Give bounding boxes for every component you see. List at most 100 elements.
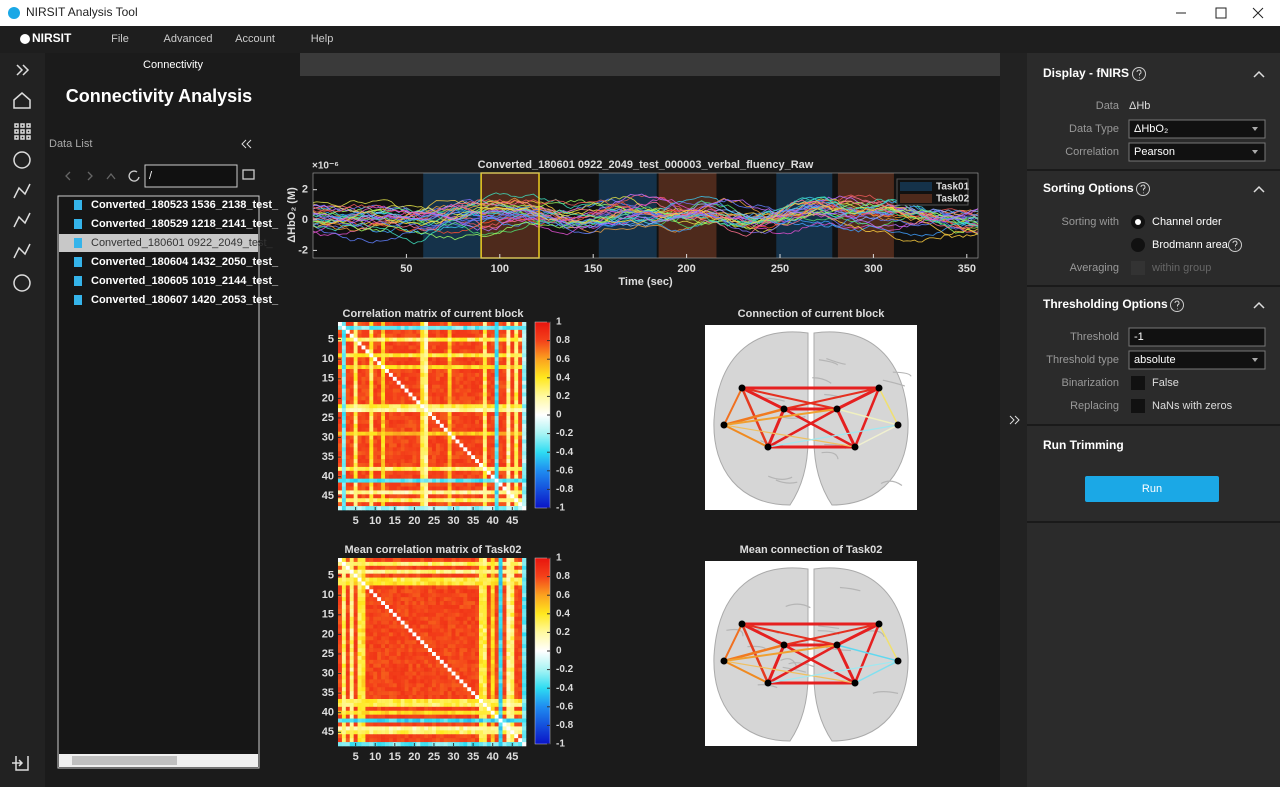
matrix-cell [510,640,515,645]
folder-button[interactable] [242,169,255,180]
file-name[interactable]: Converted_180523 1536_2138_test_ [91,199,279,211]
matrix-cell [361,663,366,668]
matrix-cell [373,400,378,405]
matrix-cell [377,659,382,665]
help-icon[interactable] [1170,298,1184,312]
matrix-cell [381,400,386,405]
matrix-cell [357,659,362,665]
matrix-cell [502,361,507,366]
matrix-cell [435,620,441,625]
input[interactable] [1128,327,1266,347]
matrix-cell [494,325,499,331]
matrix-cell [494,640,499,645]
matrix-cell [424,702,429,708]
matrix-cell [447,325,452,331]
matrix-cell [424,384,429,389]
matrix-cell [435,585,441,590]
radio[interactable] [1131,238,1145,252]
matrix-cell [373,380,378,385]
matrix-cell [361,699,366,704]
matrix-cell [455,412,460,417]
home-icon[interactable] [13,92,31,109]
matrix-cell [439,412,445,417]
close[interactable] [1252,7,1264,19]
matrix-cell [349,419,354,425]
file-name[interactable]: Converted_180601 0922_2049_test_ [91,237,274,249]
expand-right[interactable] [1009,415,1020,425]
matrix-cell [420,561,425,567]
help-icon[interactable] [1132,67,1146,81]
grid-icon[interactable] [14,123,31,140]
matrix-cell [447,648,452,653]
matrix-cell [357,734,362,739]
help-icon[interactable] [1228,238,1242,252]
matrix-cell [522,380,527,385]
dropdown[interactable] [1128,119,1266,139]
matrix-cell [479,652,484,657]
tab-label[interactable]: Connectivity [143,59,203,71]
connectivity-icon[interactable] [13,212,31,228]
matrix-cell [451,329,456,335]
up-button[interactable] [106,172,116,180]
matrix-cell [412,349,417,354]
menu-item[interactable]: Account [235,33,275,45]
network-icon[interactable] [13,243,31,259]
matrix-cell [502,628,507,633]
back-button[interactable] [65,171,71,181]
file-name[interactable]: Converted_180529 1218_2141_test_ [91,218,279,230]
matrix-cell [404,345,409,350]
matrix-cell [420,702,425,708]
menu-item[interactable]: Advanced [164,33,213,45]
path-input[interactable] [144,164,238,188]
matrix-cell [345,322,351,327]
matrix-cell [514,439,519,444]
dropdown[interactable] [1128,350,1266,370]
maximize[interactable] [1215,7,1227,19]
y-tick-label: 30 [322,667,334,679]
matrix-cell [439,384,445,389]
matrix-cell [377,482,382,487]
expand-icon[interactable] [16,64,30,76]
matrix-cell [494,478,499,483]
dropdown[interactable] [1128,142,1266,162]
matrix-cell [451,608,456,614]
matrix-cell [490,455,495,460]
matrix-cell [502,714,507,719]
matrix-cell [381,325,386,331]
matrix-cell [435,369,441,374]
brain-icon[interactable] [13,274,31,292]
file-name[interactable]: Converted_180607 1420_2053_test_ [91,294,279,306]
matrix-cell [451,691,456,696]
file-name[interactable]: Converted_180604 1432_2050_test_ [91,256,279,268]
scroll-thumb[interactable] [72,756,177,765]
checkbox[interactable] [1131,261,1145,275]
matrix-cell [341,416,347,421]
analysis-icon[interactable] [13,183,31,199]
matrix-cell [349,392,354,397]
menu-item[interactable]: File [111,33,129,45]
play-icon[interactable] [13,151,31,169]
exit-icon[interactable] [12,756,29,771]
matrix-cell [447,585,452,590]
forward-button[interactable] [87,171,93,181]
matrix-cell [385,561,390,567]
file-name[interactable]: Converted_180605 1019_2144_test_ [91,275,279,287]
refresh-button[interactable] [128,170,140,182]
matrix-cell [447,341,452,346]
collapse-chevron[interactable] [1253,301,1265,309]
help-icon[interactable] [1136,182,1150,196]
matrix-cell [447,620,452,625]
matrix-cell [392,616,398,621]
matrix-cell [486,695,492,700]
matrix-cell [345,612,351,618]
collapse-chevron[interactable] [1253,70,1265,78]
matrix-cell [341,687,347,692]
matrix-cell [467,573,472,578]
collapse-button[interactable] [241,139,252,149]
matrix-cell [475,392,480,397]
matrix-cell [502,718,507,723]
menu-item[interactable]: Help [311,33,334,45]
matrix-cell [494,734,499,739]
collapse-chevron[interactable] [1253,185,1265,193]
checkbox[interactable] [1131,376,1145,390]
